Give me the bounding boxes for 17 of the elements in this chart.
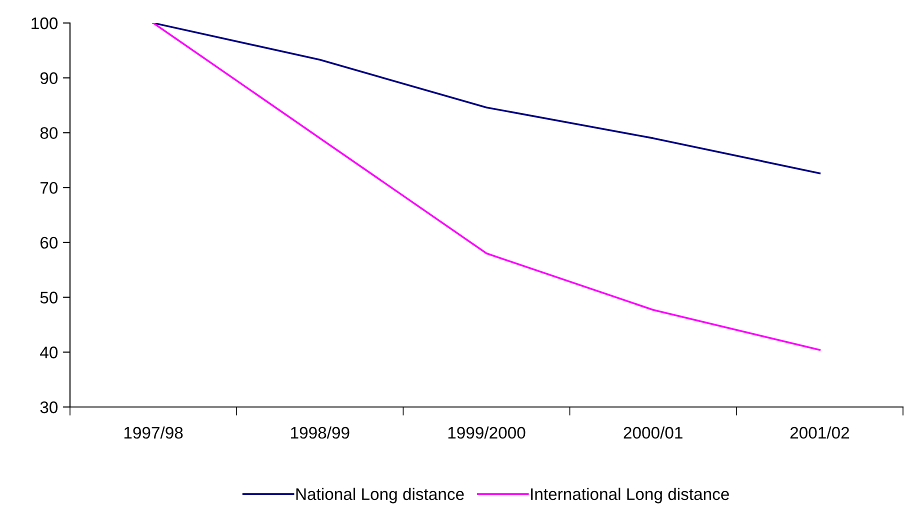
y-tick-label: 50 bbox=[40, 292, 58, 304]
x-tick-label: 1999/2000 bbox=[448, 426, 526, 439]
y-tick-label: 40 bbox=[40, 346, 58, 358]
y-tick-label: 70 bbox=[40, 182, 58, 194]
line-series bbox=[152, 23, 821, 174]
legend-label: National Long distance bbox=[296, 488, 464, 504]
y-tick-label: 80 bbox=[40, 127, 58, 139]
x-tick-label: 2000/01 bbox=[624, 426, 682, 439]
x-tick-label: 1997/98 bbox=[124, 426, 183, 439]
y-tick-label: 60 bbox=[40, 236, 58, 249]
line-series bbox=[152, 23, 821, 351]
x-tick-label: 2001/02 bbox=[790, 426, 849, 439]
legend-label: International Long distance bbox=[531, 488, 729, 504]
y-tick-label: 90 bbox=[40, 72, 58, 84]
y-tick-label: 100 bbox=[32, 17, 58, 30]
x-tick-label: 1998/99 bbox=[291, 426, 350, 439]
y-tick-label: 30 bbox=[40, 401, 58, 414]
